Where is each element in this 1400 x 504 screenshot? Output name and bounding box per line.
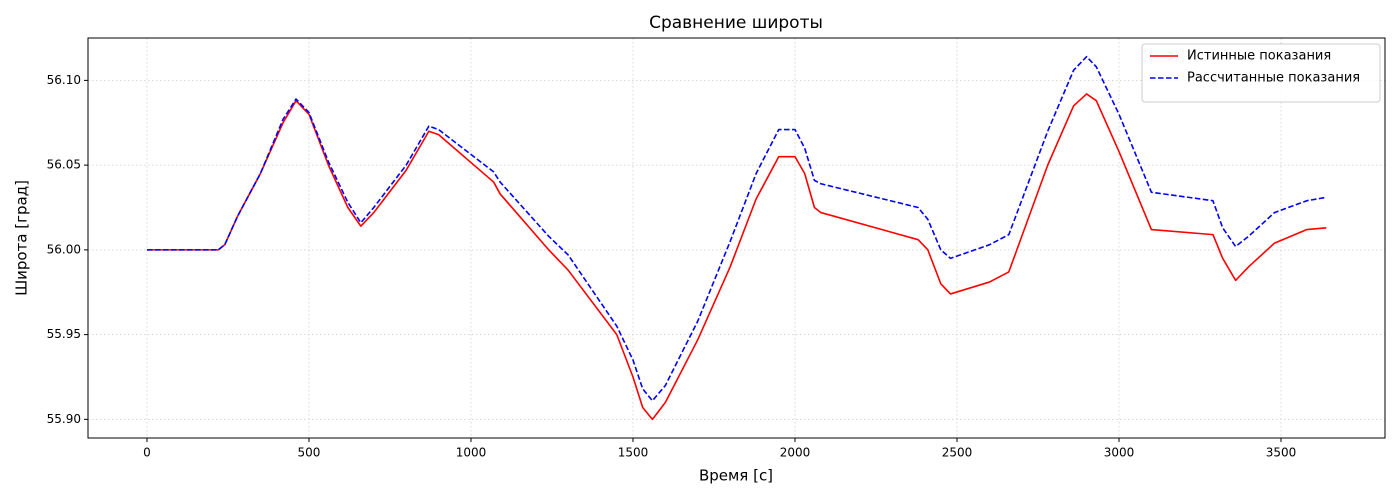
plot-frame: [87, 37, 1386, 439]
x-tick-label: 500: [298, 446, 321, 460]
legend-box: [1141, 43, 1381, 103]
x-tick-label: 3000: [1104, 446, 1135, 460]
chart-title: Сравнение широты: [649, 13, 823, 33]
x-axis-label: Время [с]: [699, 467, 773, 485]
x-tick-label: 2000: [780, 446, 811, 460]
x-tick-label: 1500: [618, 446, 649, 460]
legend-label: Истинные показания: [1187, 49, 1331, 64]
y-tick-label: 55.90: [47, 412, 81, 426]
x-tick-label: 0: [143, 446, 151, 460]
y-axis-label: Широта [град]: [13, 180, 31, 296]
line-series: [146, 55, 1327, 402]
line-series: [146, 93, 1327, 421]
x-tick-label: 2500: [942, 446, 973, 460]
legend-label: Рассчитанные показания: [1187, 71, 1360, 86]
y-tick-label: 56.05: [47, 158, 81, 172]
y-tick-label: 56.10: [47, 73, 81, 87]
x-tick-label: 3500: [1266, 446, 1297, 460]
y-tick-label: 56.00: [47, 242, 81, 256]
y-tick-label: 55.95: [47, 327, 81, 341]
x-tick-label: 1000: [456, 446, 487, 460]
